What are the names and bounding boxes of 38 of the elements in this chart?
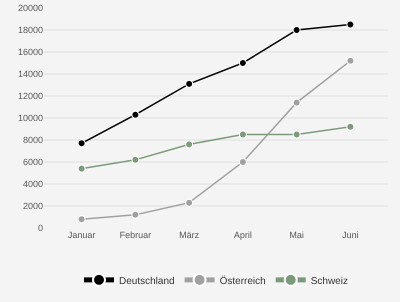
point — [292, 130, 301, 138]
y-tick-label: 12000 — [18, 91, 43, 102]
point — [238, 130, 247, 138]
y-tick-label: 6000 — [22, 157, 43, 168]
y-tick-label: 8000 — [22, 135, 43, 146]
x-tick-label: Januar — [68, 230, 96, 240]
point — [131, 110, 140, 119]
x-tick-label: Mai — [289, 230, 304, 240]
x-tick-label: März — [179, 230, 200, 240]
point — [185, 80, 194, 88]
point — [78, 139, 86, 148]
y-tick-label: 18000 — [18, 25, 43, 36]
legend-label: Deutschland — [119, 276, 175, 287]
point — [78, 215, 86, 224]
legend-label: Österreich — [220, 274, 266, 287]
x-tick-label: Februar — [120, 230, 152, 240]
point — [131, 210, 140, 219]
point — [292, 98, 301, 107]
y-tick-label: 0 — [38, 223, 43, 234]
point — [238, 158, 247, 166]
y-tick-label: 2000 — [22, 201, 43, 212]
point — [346, 20, 354, 28]
y-tick-label: 14000 — [18, 69, 43, 80]
point — [185, 140, 194, 148]
y-tick-label: 4000 — [22, 179, 43, 190]
legend-label: Schweiz — [310, 276, 348, 287]
point — [78, 164, 86, 173]
y-tick-label: 16000 — [18, 47, 43, 58]
point — [346, 56, 354, 65]
point — [185, 198, 194, 207]
y-tick-label: 20000 — [18, 3, 43, 14]
point — [238, 59, 247, 67]
x-tick-label: Juni — [342, 230, 359, 240]
point — [131, 156, 140, 164]
x-tick-label: April — [234, 230, 252, 240]
point — [346, 122, 354, 131]
y-tick-label: 10000 — [18, 113, 43, 124]
point — [292, 26, 301, 34]
